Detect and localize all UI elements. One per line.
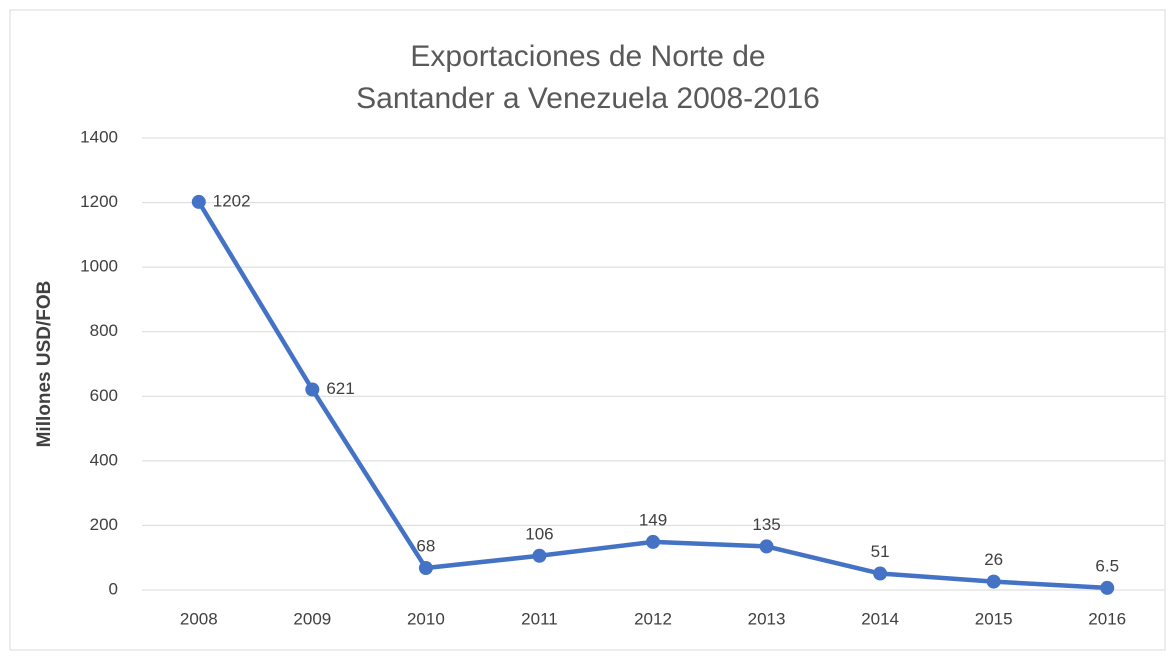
marker bbox=[191, 194, 206, 209]
y-tick-label: 200 bbox=[90, 515, 118, 534]
x-tick-label: 2013 bbox=[748, 609, 786, 628]
x-tick-label: 2012 bbox=[634, 609, 672, 628]
y-axis-label: Millones USD/FOB bbox=[34, 281, 55, 448]
x-tick-label: 2009 bbox=[293, 609, 331, 628]
marker bbox=[759, 539, 774, 554]
x-tick-label: 2015 bbox=[975, 609, 1013, 628]
x-tick-label: 2016 bbox=[1088, 609, 1126, 628]
y-tick-label: 400 bbox=[90, 450, 118, 469]
data-label: 68 bbox=[416, 537, 435, 556]
y-tick-label: 1000 bbox=[80, 257, 118, 276]
data-label: 135 bbox=[752, 515, 780, 534]
data-label: 106 bbox=[525, 524, 553, 543]
y-tick-label: 1400 bbox=[80, 127, 118, 146]
x-tick-label: 2010 bbox=[407, 609, 445, 628]
chart-border bbox=[9, 9, 1166, 651]
marker bbox=[532, 548, 547, 563]
marker bbox=[305, 382, 320, 397]
chart-title: Exportaciones de Norte de Santander a Ve… bbox=[356, 40, 820, 115]
data-label: 6.5 bbox=[1095, 556, 1119, 575]
marker bbox=[418, 561, 433, 576]
data-label: 621 bbox=[326, 379, 354, 398]
x-tick-label: 2014 bbox=[861, 609, 899, 628]
x-tick-label: 2011 bbox=[521, 609, 558, 628]
y-tick-label: 800 bbox=[90, 321, 118, 340]
y-tick-label: 0 bbox=[109, 579, 118, 598]
marker bbox=[986, 574, 1001, 589]
data-label: 26 bbox=[984, 550, 1003, 569]
marker bbox=[1100, 580, 1115, 595]
data-label: 149 bbox=[639, 510, 667, 529]
marker bbox=[873, 566, 888, 581]
data-label: 51 bbox=[871, 542, 890, 561]
marker bbox=[646, 534, 660, 549]
x-tick-label: 2008 bbox=[180, 609, 218, 628]
y-tick-label: 1200 bbox=[80, 192, 118, 211]
data-label: 1202 bbox=[213, 191, 251, 210]
y-tick-label: 600 bbox=[90, 386, 118, 405]
